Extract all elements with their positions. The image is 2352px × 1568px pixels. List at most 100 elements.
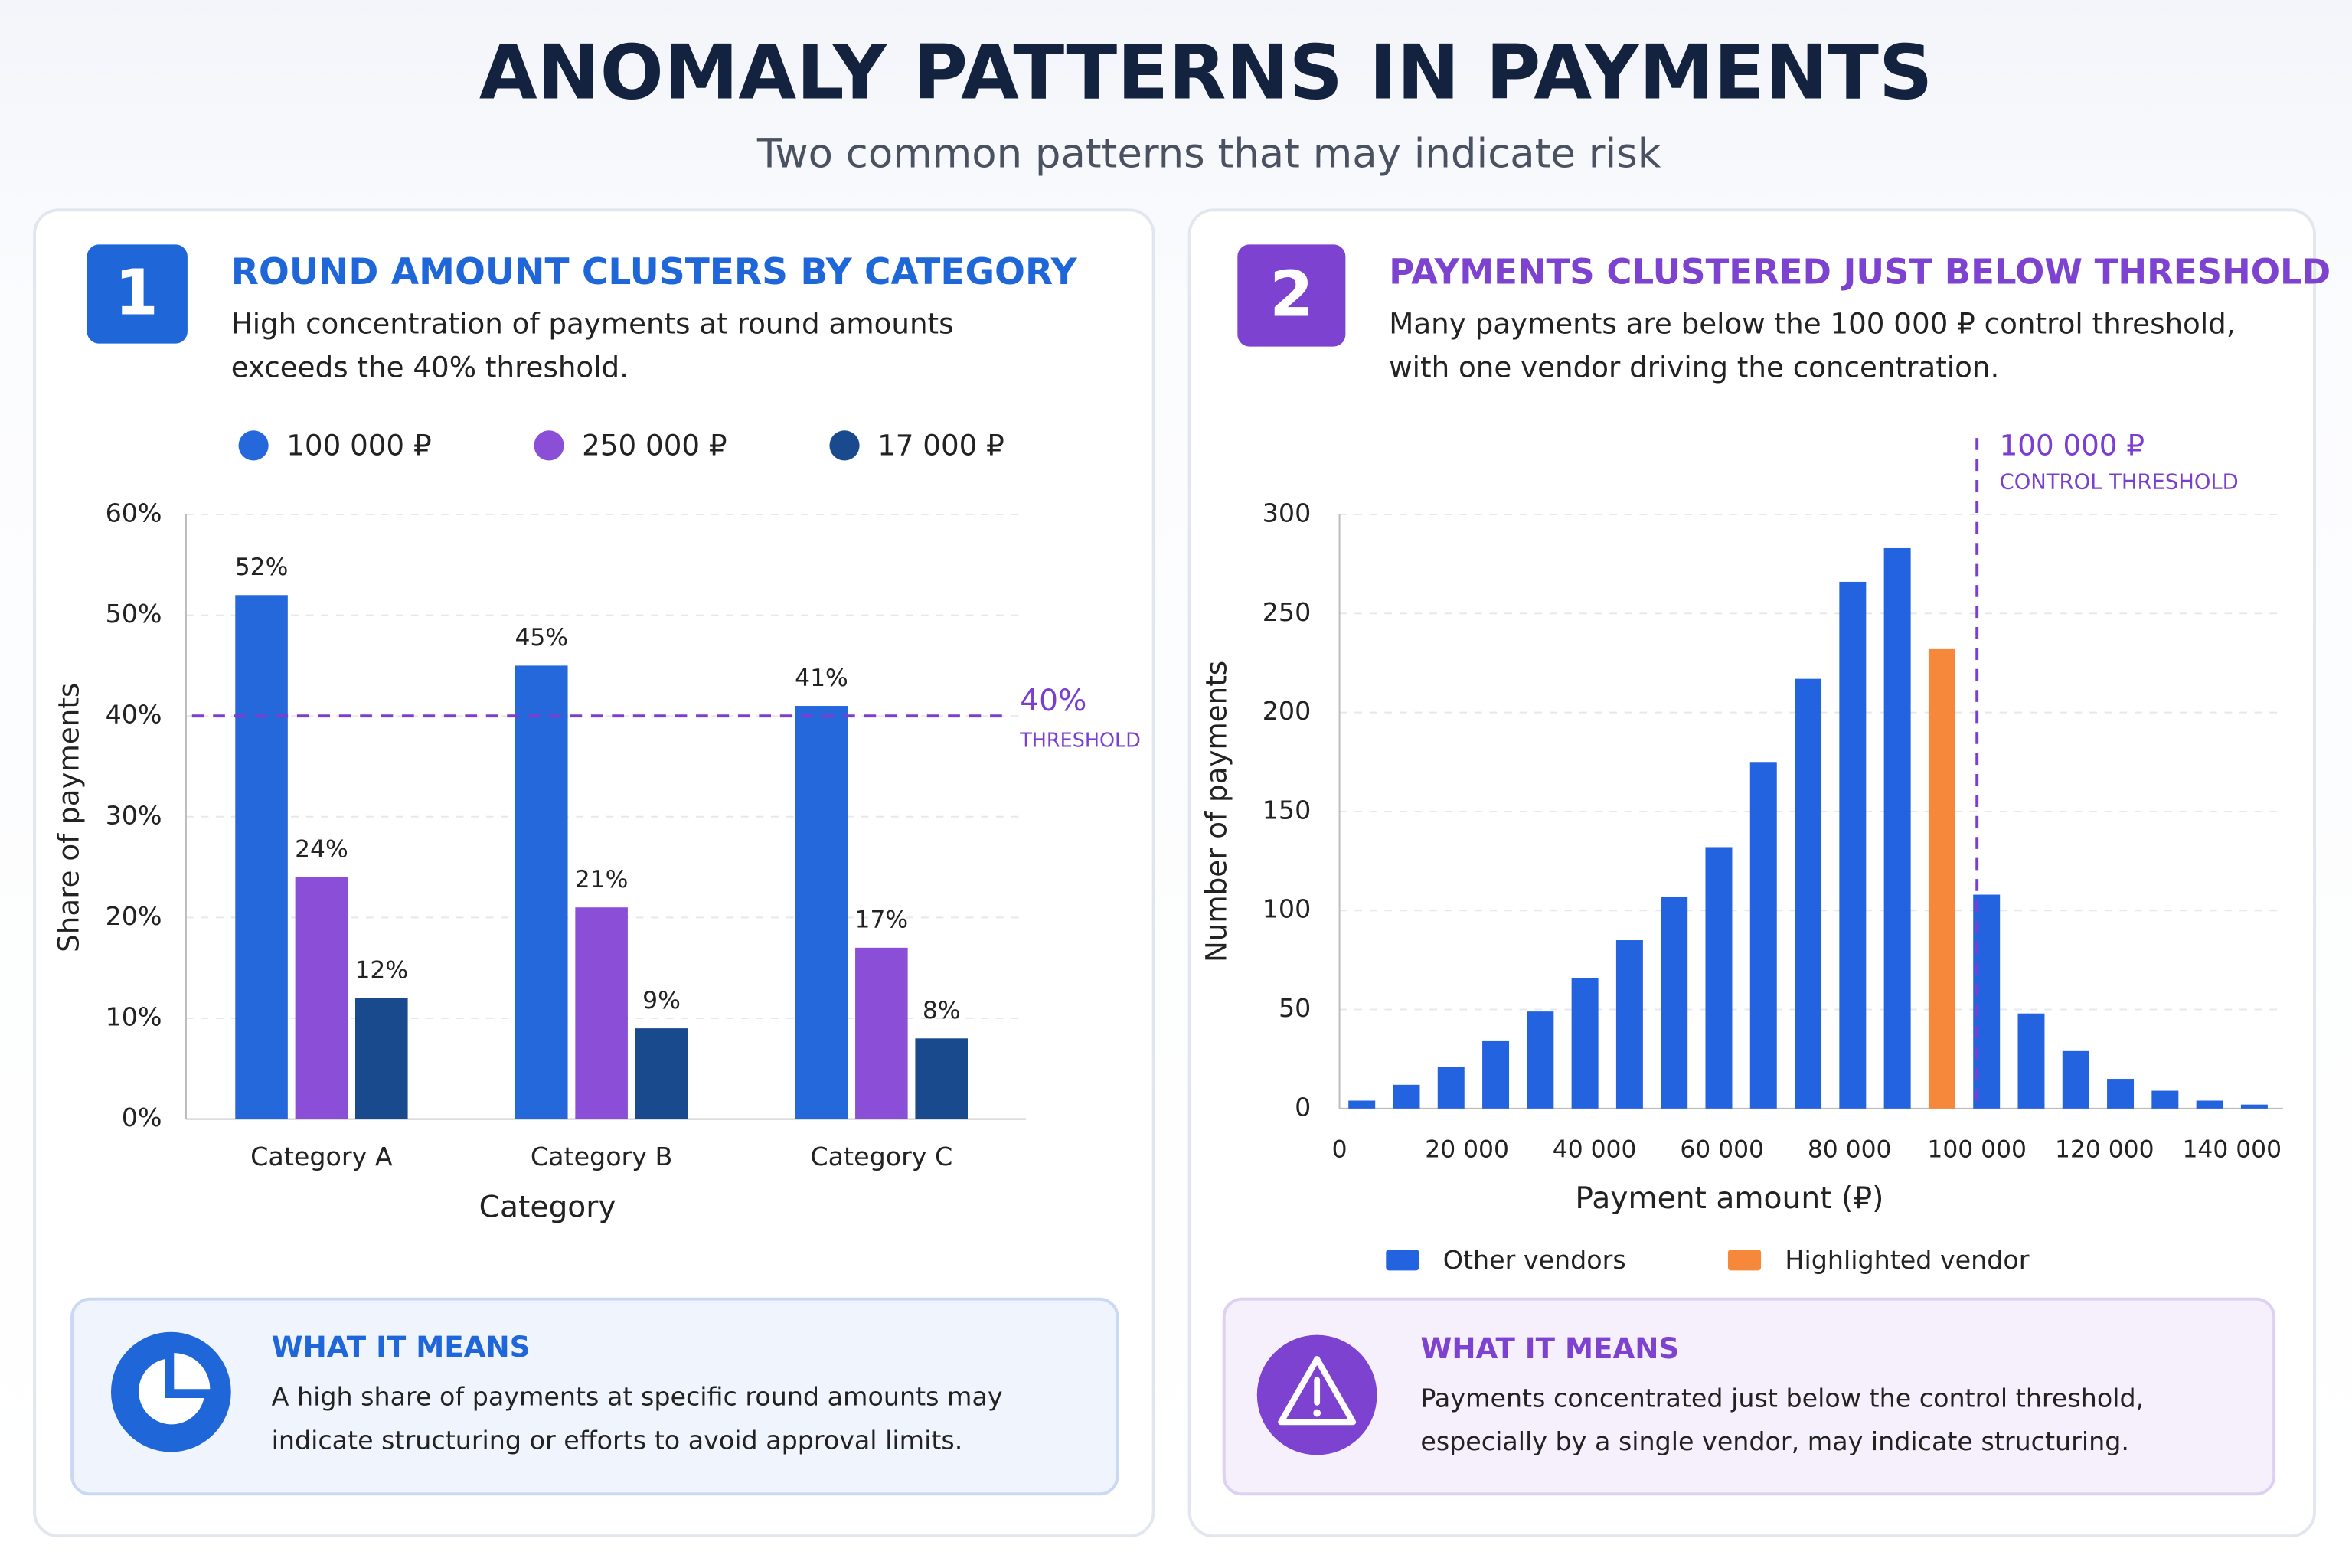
note-box xyxy=(70,1297,1119,1496)
page-title: ANOMALY PATTERNS IN PAYMENTS xyxy=(479,30,1933,117)
note-text: Payments concentrated just below the con… xyxy=(1420,1383,2144,1413)
threshold-text: THRESHOLD xyxy=(1019,729,1141,752)
x-tick-label: 60 000 xyxy=(1680,1136,1764,1164)
y-tick-label: 40% xyxy=(106,700,162,730)
threshold-label: 40% xyxy=(1020,684,1086,718)
histogram-bar xyxy=(1795,678,1822,1109)
legend-swatch xyxy=(829,430,860,461)
histogram-bar xyxy=(1883,547,1911,1109)
y-tick-label: 200 xyxy=(1263,696,1312,726)
histogram-bar xyxy=(2196,1100,2223,1109)
note-box xyxy=(1222,1297,2276,1496)
panel-description: with one vendor driving the concentratio… xyxy=(1389,350,1999,384)
legend-label: 250 000 ₽ xyxy=(582,428,727,462)
x-tick-label: 40 000 xyxy=(1553,1136,1637,1164)
data-label: 52% xyxy=(235,554,289,581)
legend-label: Other vendors xyxy=(1443,1245,1626,1275)
histogram-bar xyxy=(2017,1013,2045,1109)
panel-title: ROUND AMOUNT CLUSTERS BY CATEGORY xyxy=(231,251,1078,293)
legend-label: Highlighted vendor xyxy=(1785,1245,2029,1275)
y-tick-label: 0 xyxy=(1295,1092,1311,1122)
y-axis-label: Number of payments xyxy=(1199,661,1233,962)
y-tick-label: 250 xyxy=(1263,597,1312,627)
data-label: 9% xyxy=(642,987,681,1014)
histogram-bar xyxy=(2240,1104,2268,1109)
y-tick-label: 20% xyxy=(106,901,162,931)
warning-dot xyxy=(1313,1409,1321,1417)
histogram-bar xyxy=(1437,1067,1465,1109)
threshold-label: 100 000 ₽ xyxy=(2000,428,2145,462)
histogram-bar xyxy=(1705,847,1733,1109)
y-tick-label: 150 xyxy=(1263,795,1312,825)
y-tick-label: 100 xyxy=(1263,894,1312,924)
x-axis-label: Payment amount (₽) xyxy=(1575,1181,1883,1216)
bar xyxy=(795,706,848,1119)
histogram-bar xyxy=(1749,762,1777,1109)
bar xyxy=(295,877,348,1119)
bar xyxy=(915,1038,968,1119)
pie-icon xyxy=(110,1331,231,1452)
x-tick-label: 80 000 xyxy=(1808,1136,1892,1164)
histogram-bar xyxy=(2151,1090,2179,1109)
x-tick-label: 0 xyxy=(1332,1136,1348,1164)
panel-badge xyxy=(87,244,188,344)
note-text: especially by a single vendor, may indic… xyxy=(1420,1426,2129,1456)
panel-number: 1 xyxy=(115,256,158,329)
data-label: 21% xyxy=(575,866,629,893)
panel-description: High concentration of payments at round … xyxy=(231,307,954,341)
y-tick-label: 60% xyxy=(106,498,162,528)
x-tick-label: Category A xyxy=(250,1142,393,1171)
note-title: WHAT IT MEANS xyxy=(272,1330,531,1364)
bar xyxy=(635,1028,688,1119)
data-label: 17% xyxy=(855,906,909,934)
warning-triangle xyxy=(1278,1356,1357,1426)
legend-label: 100 000 ₽ xyxy=(286,428,431,462)
note-text: indicate structuring or efforts to avoid… xyxy=(272,1425,963,1455)
bar xyxy=(855,947,908,1119)
threshold-text: CONTROL THRESHOLD xyxy=(2000,470,2239,494)
y-tick-label: 30% xyxy=(106,800,162,830)
histogram-bar xyxy=(1661,897,1688,1109)
x-tick-label: Category C xyxy=(810,1142,952,1171)
y-tick-label: 50% xyxy=(106,599,162,629)
data-label: 24% xyxy=(295,835,348,863)
bar xyxy=(355,998,408,1119)
histogram-bar xyxy=(1348,1100,1376,1109)
x-tick-label: 120 000 xyxy=(2055,1136,2154,1164)
x-tick-label: 20 000 xyxy=(1425,1136,1509,1164)
x-axis-label: Category xyxy=(479,1191,616,1225)
panel-title: PAYMENTS CLUSTERED JUST BELOW THRESHOLD xyxy=(1389,252,2331,292)
histogram-bar xyxy=(2107,1079,2135,1109)
pie-icon-part xyxy=(174,1353,211,1390)
legend-swatch xyxy=(1727,1250,1762,1271)
y-tick-label: 0% xyxy=(122,1102,162,1132)
panel-description: exceeds the 40% threshold. xyxy=(231,350,629,384)
x-tick-label: Category B xyxy=(531,1142,673,1171)
data-label: 45% xyxy=(514,624,568,652)
page-subtitle: Two common patterns that may indicate ri… xyxy=(756,130,1661,177)
x-tick-label: 140 000 xyxy=(2182,1136,2282,1164)
panel xyxy=(33,208,1155,1538)
legend-swatch xyxy=(238,430,269,461)
data-label: 41% xyxy=(795,665,848,692)
panel-badge xyxy=(1237,244,1346,347)
y-axis-label: Share of payments xyxy=(52,683,86,952)
bar xyxy=(235,595,288,1119)
y-tick-label: 50 xyxy=(1279,993,1311,1023)
y-tick-label: 300 xyxy=(1263,498,1312,528)
pie-icon-part xyxy=(139,1359,204,1425)
histogram-bar xyxy=(1393,1084,1420,1109)
y-tick-label: 10% xyxy=(106,1001,162,1031)
note-title: WHAT IT MEANS xyxy=(1420,1331,1679,1365)
histogram-bar xyxy=(1839,581,1867,1109)
histogram-bar xyxy=(1928,648,1955,1109)
histogram-bar xyxy=(1482,1040,1510,1109)
data-label: 8% xyxy=(923,997,961,1024)
note-text: A high share of payments at specific rou… xyxy=(272,1381,1003,1411)
bar xyxy=(575,907,628,1119)
legend-swatch xyxy=(1386,1250,1419,1271)
data-label: 12% xyxy=(354,956,408,984)
histogram-bar xyxy=(1615,940,1643,1109)
